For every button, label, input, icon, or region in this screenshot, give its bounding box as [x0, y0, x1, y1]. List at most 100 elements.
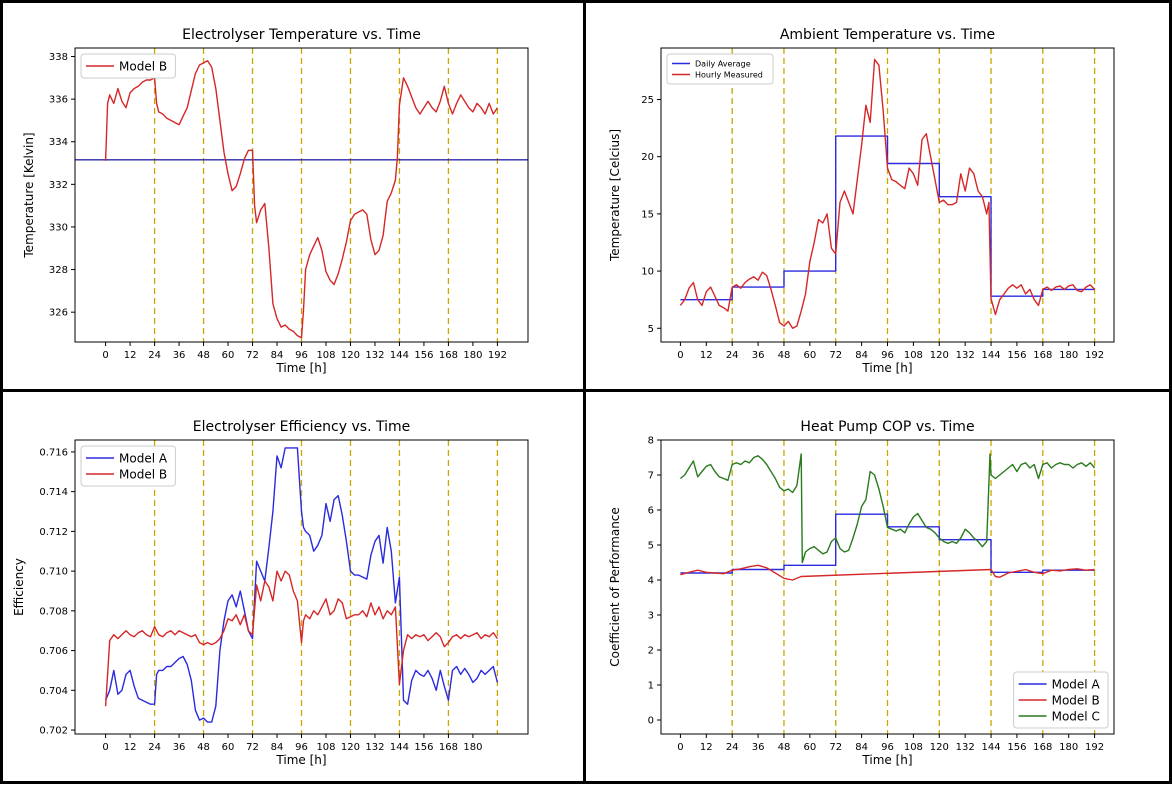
x-tick-label: 60 — [803, 350, 816, 361]
x-tick-label: 156 — [1007, 350, 1026, 361]
chart-title: Electrolyser Efficiency vs. Time — [193, 419, 410, 435]
x-tick-label: 60 — [222, 350, 235, 361]
x-tick-label: 48 — [778, 742, 791, 753]
x-tick-label: 0 — [677, 742, 683, 753]
x-tick-label: 156 — [414, 742, 433, 753]
x-tick-label: 60 — [803, 742, 816, 753]
x-ticks: 0 12 24 36 48 60 72 84 96 108 120 132 144 156 168 180 19… — [102, 342, 507, 361]
y-ticks: 0.702 0.704 0.706 0.708 0.710 0.712 0.714 0.716 — [39, 447, 75, 737]
y-tick-label: 328 — [49, 265, 68, 276]
x-tick-label: 48 — [778, 350, 791, 361]
x-tick-label: 144 — [981, 742, 1000, 753]
x-tick-label: 12 — [700, 350, 713, 361]
x-tick-label: 24 — [148, 350, 161, 361]
x-tick-label: 72 — [246, 350, 259, 361]
y-tick-label: 5 — [648, 541, 654, 552]
x-tick-label: 24 — [726, 350, 739, 361]
x-tick-label: 120 — [341, 350, 360, 361]
x-axis-label: Time [h] — [861, 753, 912, 767]
x-tick-label: 84 — [271, 742, 284, 753]
x-tick-label: 36 — [752, 742, 765, 753]
y-ticks: 326 328 330 332 334 336 338 — [49, 52, 75, 319]
x-tick-label: 168 — [439, 350, 458, 361]
x-tick-label: 96 — [881, 350, 894, 361]
legend-box — [1013, 671, 1109, 729]
y-tick-label: 336 — [49, 95, 68, 106]
y-tick-label: 330 — [49, 222, 68, 233]
legend-box — [80, 445, 176, 487]
y-tick-label: 2 — [648, 646, 654, 657]
x-tick-label: 12 — [124, 742, 137, 753]
series-group — [104, 447, 499, 723]
panel-electrolyser-temperature: 0 12 24 36 48 60 72 84 96 108 120 132 144 156 168 180 19… — [0, 0, 586, 392]
x-tick-label: 36 — [752, 350, 765, 361]
x-tick-label: 84 — [855, 350, 868, 361]
series-line-model-a — [104, 447, 499, 723]
legend: Daily Average Hourly Measured — [666, 53, 774, 85]
x-ticks: 0 12 24 36 48 60 72 84 96 108 120 132 144 156 168 180 19… — [677, 342, 1104, 361]
y-axis-label: Temperature [Kelvin] — [22, 132, 36, 258]
series-group — [679, 453, 1096, 581]
series-line-model-a — [680, 513, 1095, 574]
x-tick-label: 132 — [956, 350, 975, 361]
legend-box — [80, 53, 176, 79]
y-tick-label: 3 — [648, 611, 654, 622]
x-tick-label: 120 — [341, 742, 360, 753]
x-tick-label: 144 — [981, 350, 1000, 361]
x-tick-label: 72 — [246, 742, 259, 753]
chart-electrolyser-efficiency: 0 12 24 36 48 60 72 84 96 108 120 132 144 156 168 180 0.… — [12, 419, 529, 767]
x-tick-label: 0 — [102, 350, 108, 361]
x-tick-label: 120 — [930, 742, 949, 753]
x-tick-label: 0 — [677, 350, 683, 361]
x-tick-label: 132 — [956, 742, 975, 753]
y-tick-label: 0.704 — [39, 686, 68, 697]
panel-ambient-temperature: 0 12 24 36 48 60 72 84 96 108 120 132 144 156 168 180 19… — [586, 0, 1172, 392]
x-tick-label: 192 — [1085, 742, 1104, 753]
legend-label: Model C — [1052, 709, 1100, 723]
x-axis-label: Time [h] — [275, 361, 326, 375]
x-tick-label: 36 — [173, 742, 186, 753]
series-line-model-c — [679, 453, 1096, 564]
x-tick-label: 84 — [271, 350, 284, 361]
y-tick-label: 7 — [648, 471, 654, 482]
x-axis-label: Time [h] — [861, 361, 912, 375]
y-tick-label: 0 — [648, 716, 654, 727]
x-tick-label: 192 — [1085, 350, 1104, 361]
x-tick-label: 96 — [295, 350, 308, 361]
x-tick-label: 96 — [881, 742, 894, 753]
y-tick-label: 0.702 — [39, 726, 68, 737]
y-tick-label: 0.712 — [39, 527, 68, 538]
x-tick-label: 108 — [904, 350, 923, 361]
legend-label: Hourly Measured — [695, 70, 763, 79]
y-axis-label: Coefficient of Performance — [608, 507, 622, 667]
y-tick-label: 4 — [648, 576, 654, 587]
day-boundary-lines — [153, 48, 499, 342]
x-tick-label: 156 — [414, 350, 433, 361]
y-tick-label: 0.708 — [39, 606, 68, 617]
y-tick-label: 0.706 — [39, 646, 68, 657]
y-tick-label: 334 — [49, 137, 68, 148]
x-tick-label: 168 — [1033, 350, 1052, 361]
chart-electrolyser-temperature: 0 12 24 36 48 60 72 84 96 108 120 132 144 156 168 180 19… — [22, 27, 529, 375]
legend: Model A Model B — [80, 445, 176, 487]
y-axis-label: Temperature [Celcius] — [608, 129, 622, 262]
y-tick-label: 6 — [648, 506, 654, 517]
legend: Model B — [80, 53, 176, 79]
y-tick-label: 5 — [648, 324, 654, 335]
y-ticks: 0 1 2 3 4 5 6 7 8 — [648, 436, 661, 727]
x-tick-label: 144 — [390, 350, 409, 361]
chart-ambient-temperature: 0 12 24 36 48 60 72 84 96 108 120 132 144 156 168 180 19… — [608, 27, 1115, 375]
chart-heat-pump-cop: 0 12 24 36 48 60 72 84 96 108 120 132 144 156 168 180 19… — [608, 419, 1115, 767]
x-tick-label: 36 — [173, 350, 186, 361]
y-tick-label: 0.716 — [39, 447, 68, 458]
legend-label: Model B — [1052, 693, 1100, 707]
series-line-model-b — [104, 570, 498, 707]
x-tick-label: 0 — [102, 742, 108, 753]
y-tick-label: 326 — [49, 308, 68, 319]
legend-label: Model B — [119, 59, 167, 73]
panel-electrolyser-efficiency: 0 12 24 36 48 60 72 84 96 108 120 132 144 156 168 180 0.… — [0, 392, 586, 784]
x-tick-label: 12 — [700, 742, 713, 753]
y-axis-label: Efficiency — [12, 558, 26, 616]
x-tick-label: 180 — [463, 350, 482, 361]
legend-box — [666, 53, 774, 85]
